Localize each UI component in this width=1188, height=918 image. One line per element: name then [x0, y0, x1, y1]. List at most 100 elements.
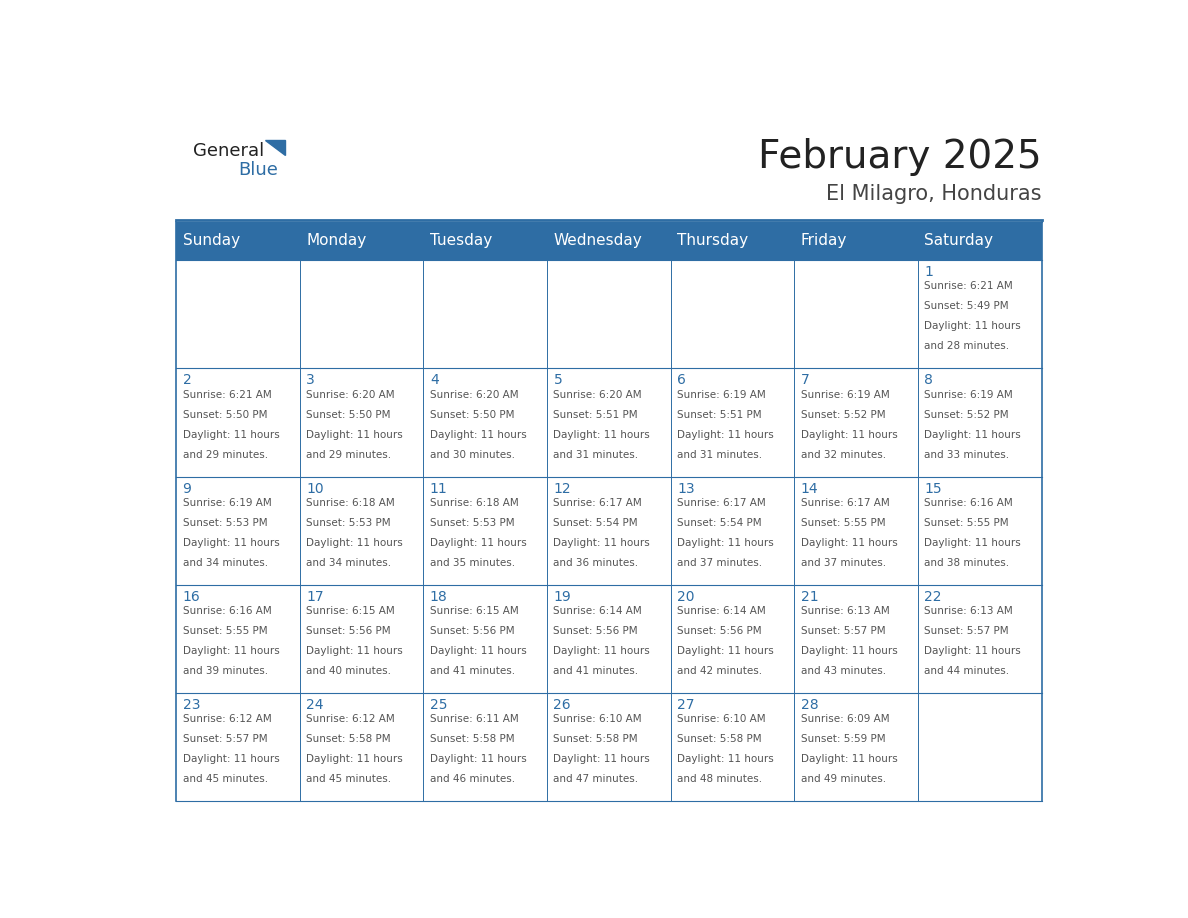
Bar [299, 368, 423, 476]
Text: 26: 26 [554, 698, 571, 712]
Text: Monday: Monday [307, 233, 366, 249]
Text: Daylight: 11 hours: Daylight: 11 hours [430, 646, 526, 656]
Bar [176, 368, 299, 476]
Text: 13: 13 [677, 482, 695, 496]
Text: Wednesday: Wednesday [554, 233, 643, 249]
Text: Daylight: 11 hours: Daylight: 11 hours [554, 538, 650, 548]
Bar [546, 476, 671, 585]
Bar [918, 222, 1042, 260]
Text: and 34 minutes.: and 34 minutes. [307, 558, 391, 568]
Text: Sunset: 5:57 PM: Sunset: 5:57 PM [183, 734, 267, 744]
Text: Sunrise: 6:13 AM: Sunrise: 6:13 AM [801, 606, 890, 616]
Text: 21: 21 [801, 590, 819, 604]
Bar [423, 260, 546, 368]
Text: and 30 minutes.: and 30 minutes. [430, 450, 514, 460]
Text: Sunrise: 6:11 AM: Sunrise: 6:11 AM [430, 714, 519, 724]
Text: Sunrise: 6:14 AM: Sunrise: 6:14 AM [677, 606, 766, 616]
Text: and 31 minutes.: and 31 minutes. [554, 450, 639, 460]
Text: Sunset: 5:50 PM: Sunset: 5:50 PM [183, 409, 267, 420]
Text: Sunrise: 6:21 AM: Sunrise: 6:21 AM [924, 281, 1013, 291]
Text: Sunrise: 6:16 AM: Sunrise: 6:16 AM [924, 498, 1013, 508]
Text: Sunrise: 6:17 AM: Sunrise: 6:17 AM [801, 498, 890, 508]
Text: 17: 17 [307, 590, 324, 604]
Text: Daylight: 11 hours: Daylight: 11 hours [183, 646, 279, 656]
Text: February 2025: February 2025 [758, 139, 1042, 176]
Text: 15: 15 [924, 482, 942, 496]
Text: Daylight: 11 hours: Daylight: 11 hours [801, 755, 897, 765]
Text: and 46 minutes.: and 46 minutes. [430, 775, 514, 785]
Text: and 34 minutes.: and 34 minutes. [183, 558, 267, 568]
Text: 27: 27 [677, 698, 695, 712]
Text: Daylight: 11 hours: Daylight: 11 hours [307, 430, 403, 440]
Text: Daylight: 11 hours: Daylight: 11 hours [554, 430, 650, 440]
Text: Sunset: 5:54 PM: Sunset: 5:54 PM [677, 518, 762, 528]
Bar [176, 260, 299, 368]
Text: Sunrise: 6:19 AM: Sunrise: 6:19 AM [801, 389, 890, 399]
Text: Friday: Friday [801, 233, 847, 249]
Text: and 35 minutes.: and 35 minutes. [430, 558, 514, 568]
Text: 10: 10 [307, 482, 324, 496]
Text: and 41 minutes.: and 41 minutes. [554, 666, 639, 677]
Text: Sunset: 5:50 PM: Sunset: 5:50 PM [430, 409, 514, 420]
Text: and 41 minutes.: and 41 minutes. [430, 666, 514, 677]
Text: 22: 22 [924, 590, 942, 604]
Text: Sunrise: 6:15 AM: Sunrise: 6:15 AM [430, 606, 519, 616]
Text: and 32 minutes.: and 32 minutes. [801, 450, 886, 460]
Text: and 39 minutes.: and 39 minutes. [183, 666, 267, 677]
Text: Sunset: 5:55 PM: Sunset: 5:55 PM [801, 518, 885, 528]
Text: 16: 16 [183, 590, 201, 604]
Text: Daylight: 11 hours: Daylight: 11 hours [801, 538, 897, 548]
Text: 5: 5 [554, 374, 562, 387]
Text: Sunrise: 6:19 AM: Sunrise: 6:19 AM [924, 389, 1013, 399]
Bar [795, 585, 918, 693]
Text: 28: 28 [801, 698, 819, 712]
Text: Daylight: 11 hours: Daylight: 11 hours [183, 430, 279, 440]
Bar [918, 585, 1042, 693]
Bar [299, 585, 423, 693]
Text: 3: 3 [307, 374, 315, 387]
Text: Sunrise: 6:17 AM: Sunrise: 6:17 AM [554, 498, 643, 508]
Text: 2: 2 [183, 374, 191, 387]
Bar [423, 585, 546, 693]
Text: Daylight: 11 hours: Daylight: 11 hours [677, 755, 773, 765]
Text: Daylight: 11 hours: Daylight: 11 hours [924, 430, 1022, 440]
Text: Sunset: 5:51 PM: Sunset: 5:51 PM [554, 409, 638, 420]
Bar [423, 476, 546, 585]
Text: Blue: Blue [239, 161, 279, 179]
Bar [918, 260, 1042, 368]
Text: Sunset: 5:56 PM: Sunset: 5:56 PM [430, 626, 514, 636]
Bar [671, 222, 795, 260]
Text: Sunday: Sunday [183, 233, 240, 249]
Text: Sunrise: 6:18 AM: Sunrise: 6:18 AM [307, 498, 394, 508]
Text: Sunrise: 6:20 AM: Sunrise: 6:20 AM [430, 389, 518, 399]
Text: and 49 minutes.: and 49 minutes. [801, 775, 886, 785]
Text: 4: 4 [430, 374, 438, 387]
Text: Saturday: Saturday [924, 233, 993, 249]
Text: Daylight: 11 hours: Daylight: 11 hours [307, 755, 403, 765]
Text: 20: 20 [677, 590, 695, 604]
Text: and 38 minutes.: and 38 minutes. [924, 558, 1010, 568]
Text: 24: 24 [307, 698, 323, 712]
Text: Sunrise: 6:18 AM: Sunrise: 6:18 AM [430, 498, 519, 508]
Bar [176, 693, 299, 801]
Text: Sunset: 5:56 PM: Sunset: 5:56 PM [307, 626, 391, 636]
Bar [795, 693, 918, 801]
Text: Sunrise: 6:19 AM: Sunrise: 6:19 AM [183, 498, 271, 508]
Text: Sunset: 5:56 PM: Sunset: 5:56 PM [677, 626, 762, 636]
Text: Sunrise: 6:15 AM: Sunrise: 6:15 AM [307, 606, 394, 616]
Text: Sunrise: 6:13 AM: Sunrise: 6:13 AM [924, 606, 1013, 616]
Text: Sunset: 5:57 PM: Sunset: 5:57 PM [924, 626, 1009, 636]
Text: 12: 12 [554, 482, 571, 496]
Bar [546, 693, 671, 801]
Text: Daylight: 11 hours: Daylight: 11 hours [677, 646, 773, 656]
Text: and 36 minutes.: and 36 minutes. [554, 558, 639, 568]
Text: Daylight: 11 hours: Daylight: 11 hours [924, 646, 1022, 656]
Text: Sunrise: 6:12 AM: Sunrise: 6:12 AM [307, 714, 394, 724]
Text: Sunrise: 6:10 AM: Sunrise: 6:10 AM [677, 714, 766, 724]
Text: Sunset: 5:53 PM: Sunset: 5:53 PM [430, 518, 514, 528]
Bar [918, 693, 1042, 801]
Text: and 31 minutes.: and 31 minutes. [677, 450, 763, 460]
Text: Sunset: 5:57 PM: Sunset: 5:57 PM [801, 626, 885, 636]
Text: Sunset: 5:55 PM: Sunset: 5:55 PM [183, 626, 267, 636]
Text: Daylight: 11 hours: Daylight: 11 hours [801, 646, 897, 656]
